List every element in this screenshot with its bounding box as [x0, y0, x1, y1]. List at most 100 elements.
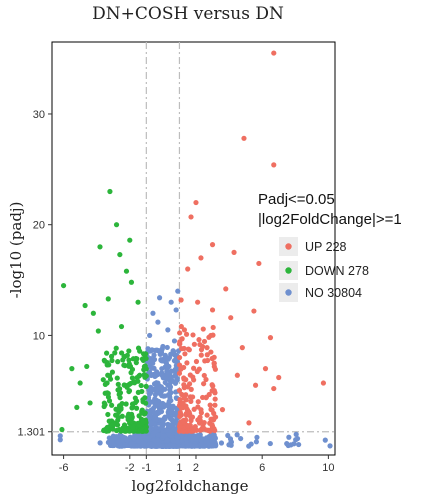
point-down	[117, 390, 123, 396]
point-up	[201, 338, 208, 345]
point-no	[296, 441, 302, 448]
point-up	[190, 428, 196, 434]
point-no	[57, 437, 63, 443]
point-up	[200, 394, 206, 401]
y-tick-label: 1.301	[17, 427, 45, 439]
point-up	[228, 315, 234, 321]
point-down	[104, 380, 110, 386]
point-no	[164, 437, 171, 443]
point-no	[149, 360, 155, 366]
point-up	[178, 405, 184, 411]
legend-marker-down	[285, 267, 292, 274]
point-no	[154, 347, 160, 353]
point-down	[108, 353, 115, 359]
point-no	[175, 443, 181, 449]
point-up	[178, 323, 184, 330]
x-tick-label: 1	[176, 462, 182, 474]
point-down	[112, 350, 118, 356]
point-down	[118, 406, 124, 412]
point-up	[202, 358, 208, 364]
point-up	[234, 372, 240, 378]
point-no	[147, 399, 153, 405]
point-down	[137, 372, 143, 378]
y-tick-label: 10	[33, 330, 45, 342]
point-down	[101, 357, 107, 363]
point-down	[143, 383, 149, 389]
point-up	[176, 354, 183, 361]
point-no	[145, 346, 151, 352]
point-no	[158, 349, 165, 355]
x-tick-label: -2	[125, 462, 135, 474]
point-no	[286, 434, 292, 440]
point-down	[102, 402, 108, 408]
point-down	[137, 348, 143, 354]
y-tick-label: 20	[33, 220, 45, 232]
point-no	[166, 392, 173, 398]
point-no	[146, 435, 152, 441]
point-no	[174, 434, 180, 440]
point-up	[201, 381, 207, 387]
point-down	[126, 348, 132, 354]
point-no	[128, 441, 134, 447]
point-no	[163, 360, 170, 366]
point-down	[105, 411, 111, 418]
point-no	[160, 343, 166, 350]
point-up	[195, 299, 201, 305]
point-up	[176, 387, 183, 394]
point-no	[152, 443, 158, 449]
point-no	[166, 432, 172, 438]
point-up	[271, 50, 277, 56]
point-no	[118, 433, 125, 439]
point-up	[211, 360, 217, 366]
point-no	[248, 441, 254, 447]
point-down	[136, 422, 142, 428]
point-no	[172, 380, 179, 386]
point-down	[141, 364, 148, 370]
point-no	[167, 416, 174, 422]
point-no	[171, 338, 178, 344]
point-no	[164, 344, 170, 351]
point-up	[195, 404, 201, 410]
point-down	[138, 382, 144, 389]
point-up	[185, 266, 191, 272]
legend-marker-up	[285, 243, 292, 250]
point-no	[109, 439, 115, 445]
point-down	[84, 363, 90, 370]
point-up	[195, 399, 201, 405]
point-down	[95, 328, 101, 334]
point-down	[141, 411, 147, 417]
point-no	[163, 427, 169, 433]
point-no	[164, 366, 170, 372]
point-up	[276, 374, 282, 381]
point-no	[159, 366, 165, 372]
point-up	[187, 394, 194, 400]
point-no	[166, 354, 173, 361]
point-up	[212, 396, 218, 402]
point-down	[59, 426, 65, 433]
point-down	[140, 419, 146, 425]
point-down	[90, 310, 96, 316]
point-down	[129, 419, 135, 425]
point-no	[166, 407, 172, 413]
point-up	[320, 380, 327, 386]
point-up	[195, 417, 201, 423]
point-up	[181, 345, 187, 352]
point-up	[178, 297, 184, 303]
legend-title-line-1: Padj<=0.05	[258, 191, 335, 208]
point-no	[150, 432, 156, 438]
point-up	[239, 345, 245, 351]
legend-marker-no	[285, 289, 292, 296]
point-down	[142, 427, 149, 434]
point-no	[155, 319, 161, 325]
point-down	[133, 360, 139, 366]
point-no	[234, 432, 240, 438]
point-up	[196, 337, 202, 343]
point-down	[121, 362, 127, 368]
point-no	[147, 332, 153, 339]
point-up	[209, 382, 215, 388]
point-down	[106, 398, 113, 404]
point-up	[204, 412, 210, 418]
point-up	[219, 407, 226, 413]
point-no	[267, 440, 273, 447]
